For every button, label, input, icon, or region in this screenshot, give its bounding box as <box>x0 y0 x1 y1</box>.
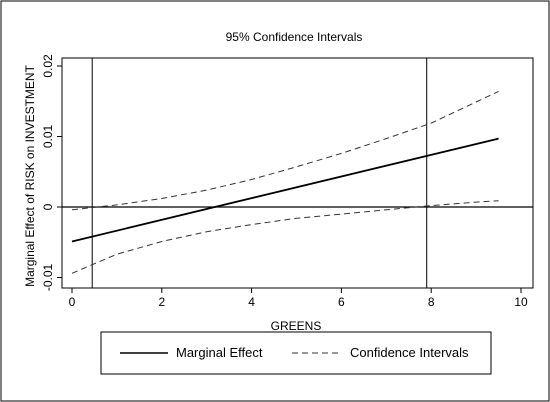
x-tick-label: 0 <box>69 295 76 309</box>
x-axis-label: GREENS <box>271 319 322 333</box>
x-tick-label: 10 <box>514 295 528 309</box>
x-tick-label: 6 <box>338 295 345 309</box>
y-tick-label: 0 <box>41 203 55 210</box>
x-tick-label: 2 <box>158 295 165 309</box>
legend-label-marginal-effect: Marginal Effect <box>176 345 263 360</box>
legend-label-confidence-intervals: Confidence Intervals <box>350 345 469 360</box>
plot-area <box>61 57 534 289</box>
x-tick-label: 8 <box>428 295 435 309</box>
x-tick-label: 4 <box>248 295 255 309</box>
y-tick-label: -0.01 <box>41 264 55 292</box>
plot-layer: 0 2 4 6 8 10 -0.01 0 0.01 0.02 <box>41 54 533 309</box>
y-axis-label: Marginal Effect of RISK on INVESTMENT <box>23 64 37 287</box>
chart-title: 95% Confidence Intervals <box>226 30 363 44</box>
y-tick-label: 0.02 <box>41 54 55 78</box>
confidence-interval-lower <box>71 200 499 274</box>
y-tick-label: 0.01 <box>41 124 55 148</box>
confidence-interval-upper <box>71 90 499 211</box>
marginal-effect-line <box>71 137 499 243</box>
